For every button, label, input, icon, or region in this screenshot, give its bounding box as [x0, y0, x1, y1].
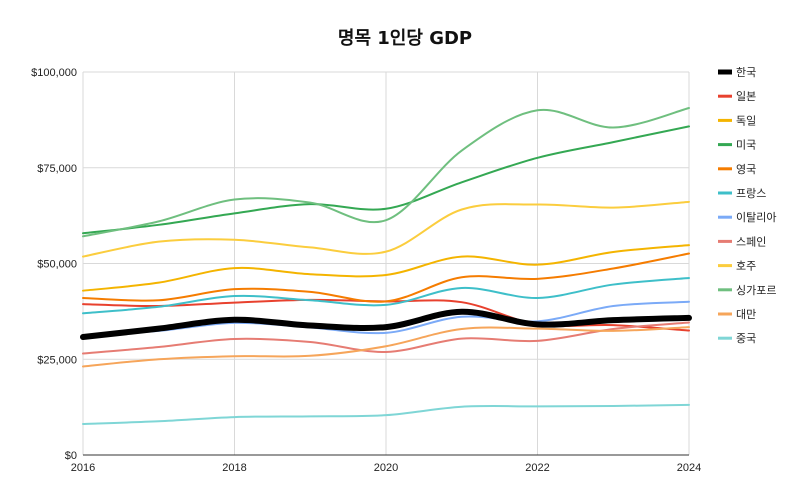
- legend-label: 영국: [736, 163, 756, 176]
- series-line: [82, 403, 690, 425]
- series-layer: [80, 107, 692, 425]
- x-tick-label: 2022: [525, 462, 549, 474]
- legend-label: 한국: [736, 66, 756, 79]
- y-tick-label: $0: [65, 450, 77, 462]
- series-line: [82, 321, 690, 355]
- legend-label: 스페인: [736, 235, 766, 248]
- legend-label: 일본: [736, 89, 756, 103]
- series-line: [82, 244, 690, 292]
- legend-label: 미국: [736, 139, 756, 152]
- legend-label: 이탈리아: [736, 211, 776, 224]
- series-line: [82, 200, 690, 258]
- y-tick-label: $75,000: [37, 163, 77, 175]
- legend-label: 프랑스: [736, 187, 766, 200]
- y-tick-label: $50,000: [37, 259, 77, 271]
- y-tick-label: $25,000: [37, 354, 77, 366]
- series-line: [82, 125, 690, 235]
- x-tick-label: 2016: [71, 462, 95, 474]
- series-line: [82, 326, 690, 368]
- legend-label: 독일: [736, 113, 756, 127]
- axis-layer: $0 $25,000 $50,000 $75,000 $100,000 2016 2018 2…: [31, 67, 701, 474]
- x-tick-label: 2024: [677, 462, 701, 474]
- series-line: [82, 252, 690, 303]
- chart-title: 명목 1인당 GDP: [338, 28, 472, 49]
- y-tick-label: $100,000: [31, 67, 77, 79]
- x-tick-label: 2018: [222, 462, 246, 474]
- series-line: [82, 107, 690, 238]
- legend-label: 중국: [736, 332, 756, 345]
- series-line: [82, 277, 690, 315]
- legend-label: 호주: [736, 260, 756, 273]
- x-tick-label: 2020: [374, 462, 398, 474]
- legend-label: 싱가포르: [736, 284, 776, 297]
- grid-layer: [82, 71, 690, 456]
- legend-label: 대만: [736, 308, 756, 321]
- series-line: [80, 308, 692, 341]
